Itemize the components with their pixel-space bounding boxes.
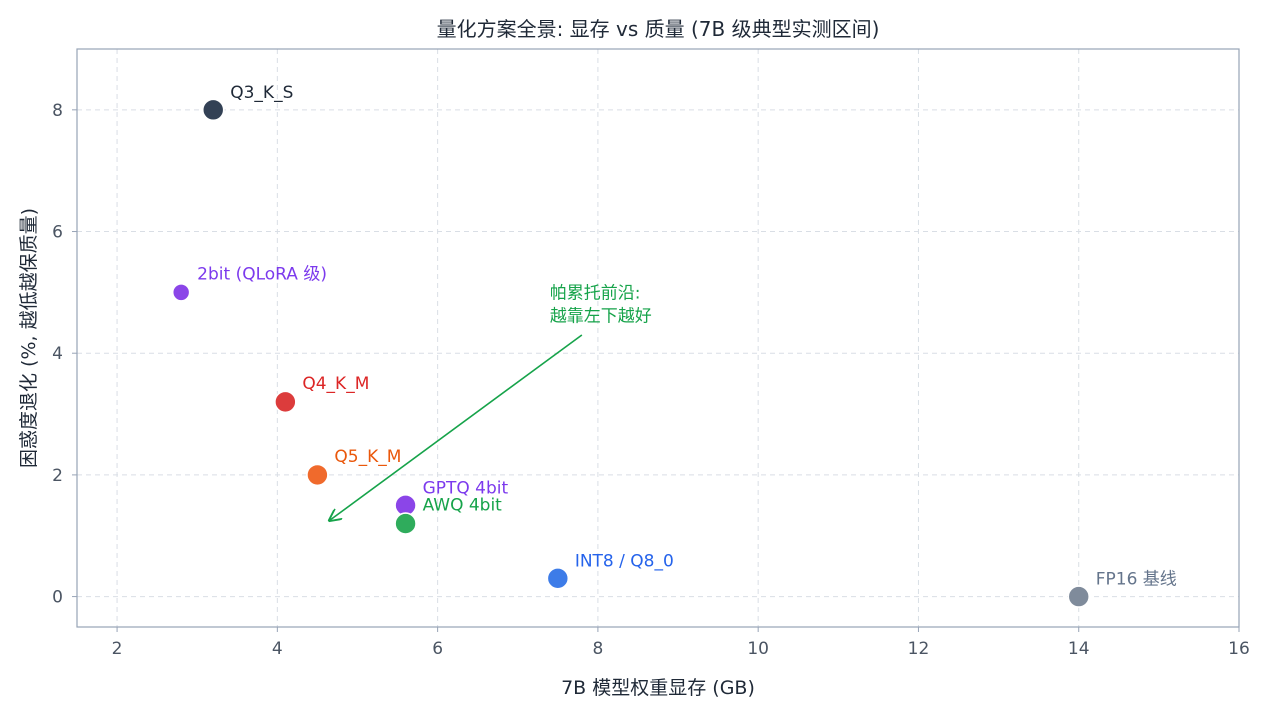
grid xyxy=(77,49,1240,627)
point-label: Q3_K_S xyxy=(230,83,293,103)
x-tick-label: 4 xyxy=(272,639,283,659)
chart-title: 量化方案全景: 显存 vs 质量 (7B 级典型实测区间) xyxy=(437,17,880,41)
scatter-point xyxy=(1067,585,1091,608)
x-tick-label: 2 xyxy=(112,639,123,659)
point-label: 2bit (QLoRA 级) xyxy=(197,264,327,284)
y-tick-label: 8 xyxy=(52,101,63,121)
y-tick-label: 0 xyxy=(52,588,63,608)
x-tick-label: 10 xyxy=(747,639,769,659)
point-label: Q4_K_M xyxy=(302,374,369,394)
y-tick-label: 4 xyxy=(52,344,63,364)
plot-frame xyxy=(76,48,1240,628)
x-tick-label: 12 xyxy=(908,639,930,659)
x-tick-label: 6 xyxy=(432,639,443,659)
x-tick-label: 16 xyxy=(1228,639,1250,659)
scatter-point xyxy=(394,512,417,535)
point-label: INT8 / Q8_0 xyxy=(575,551,674,571)
axis-ticks: 2 4 6 8 10 12 14 16 0 2 4 6 8 xyxy=(52,101,1250,659)
point-label: AWQ 4bit xyxy=(423,496,503,516)
annotation-arrow xyxy=(329,334,583,521)
annotation-text-line: 越靠左下越好 xyxy=(550,306,652,326)
scatter-point xyxy=(274,390,297,414)
scatter-point xyxy=(171,283,191,302)
pareto-annotation: 帕累托前沿: 越靠左下越好 xyxy=(329,283,652,521)
y-axis-label: 困惑度退化 (%, 越低越保质量) xyxy=(18,208,40,468)
point-label: FP16 基线 xyxy=(1096,570,1177,590)
scatter-point xyxy=(546,567,570,590)
x-axis-label: 7B 模型权重显存 (GB) xyxy=(561,677,755,699)
x-tick-label: 14 xyxy=(1068,639,1090,659)
y-tick-label: 2 xyxy=(52,466,63,486)
y-tick-label: 6 xyxy=(52,223,63,243)
x-tick-label: 8 xyxy=(592,639,603,659)
point-label: Q5_K_M xyxy=(334,447,401,467)
point-label: GPTQ 4bit xyxy=(423,478,509,498)
annotation-text-line: 帕累托前沿: xyxy=(550,283,641,303)
data-points: Q3_K_S 2bit (QLoRA 级) Q4_K_M Q5_K_M GPTQ 4bi… xyxy=(171,83,1177,608)
scatter-point xyxy=(201,98,225,122)
scatter-point xyxy=(306,463,329,487)
